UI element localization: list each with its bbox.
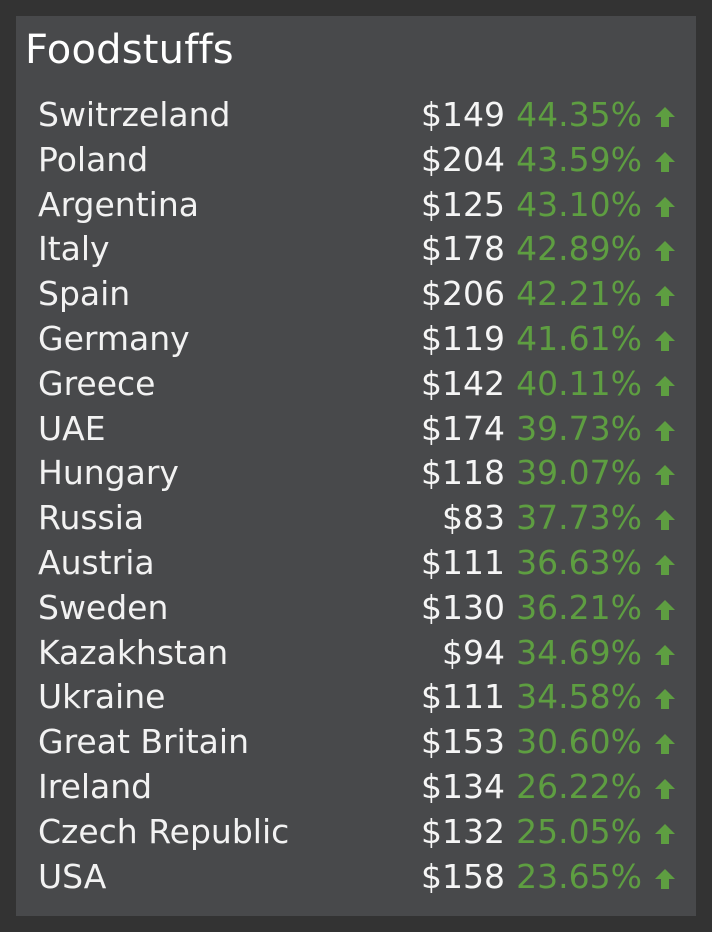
price-value: $142	[421, 363, 505, 403]
country-name: USA	[38, 856, 107, 896]
country-name: Switrzeland	[38, 95, 231, 134]
change-percent: 23.65%	[516, 856, 642, 896]
change-percent: 39.73%	[516, 408, 642, 448]
country-name: Sweden	[38, 587, 169, 627]
price-value: $153	[421, 722, 505, 762]
list-item: Russia $83 37.73%	[16, 496, 696, 541]
arrow-up-icon	[654, 330, 676, 352]
country-name: UAE	[38, 408, 106, 448]
price-value: $94	[442, 632, 505, 672]
arrow-up-icon	[654, 599, 676, 621]
country-name: Spain	[38, 274, 131, 314]
price-list: Switrzeland $149 44.35% Poland $204 43.5…	[16, 93, 696, 899]
country-name: Ukraine	[38, 677, 166, 717]
country-name: Kazakhstan	[38, 632, 229, 672]
change-percent: 43.10%	[516, 184, 642, 224]
list-item: Hungary $118 39.07%	[16, 451, 696, 496]
price-value: $149	[421, 95, 505, 134]
list-item: Ireland $134 26.22%	[16, 765, 696, 810]
price-value: $174	[421, 408, 505, 448]
price-value: $119	[421, 318, 505, 358]
price-value: $125	[421, 184, 505, 224]
list-item: Austria $111 36.63%	[16, 541, 696, 586]
list-item: Great Britain $153 30.60%	[16, 720, 696, 765]
list-item: Ukraine $111 34.58%	[16, 675, 696, 720]
list-item: UAE $174 39.73%	[16, 407, 696, 452]
country-name: Greece	[38, 363, 156, 403]
arrow-up-icon	[654, 688, 676, 710]
change-percent: 41.61%	[516, 318, 642, 358]
change-percent: 42.89%	[516, 229, 642, 269]
price-value: $178	[421, 229, 505, 269]
change-percent: 42.21%	[516, 274, 642, 314]
change-percent: 26.22%	[516, 766, 642, 806]
arrow-up-icon	[654, 644, 676, 666]
price-value: $206	[421, 274, 505, 314]
price-value: $111	[421, 542, 505, 582]
list-item: Kazakhstan $94 34.69%	[16, 631, 696, 676]
country-name: Italy	[38, 229, 110, 269]
foodstuffs-panel: Foodstuffs Switrzeland $149 44.35% Polan…	[16, 16, 696, 916]
price-value: $204	[421, 139, 505, 179]
price-value: $130	[421, 587, 505, 627]
arrow-up-icon	[654, 106, 676, 128]
change-percent: 40.11%	[516, 363, 642, 403]
country-name: Hungary	[38, 453, 179, 493]
country-name: Ireland	[38, 766, 153, 806]
change-percent: 25.05%	[516, 811, 642, 851]
change-percent: 34.58%	[516, 677, 642, 717]
arrow-up-icon	[654, 868, 676, 890]
arrow-up-icon	[654, 733, 676, 755]
arrow-up-icon	[654, 554, 676, 576]
arrow-up-icon	[654, 375, 676, 397]
price-value: $83	[442, 498, 505, 538]
list-item: Germany $119 41.61%	[16, 317, 696, 362]
panel-title: Foodstuffs	[25, 27, 234, 73]
list-item: Greece $142 40.11%	[16, 362, 696, 407]
country-name: Poland	[38, 139, 149, 179]
list-item: Poland $204 43.59%	[16, 138, 696, 183]
change-percent: 34.69%	[516, 632, 642, 672]
list-item: Spain $206 42.21%	[16, 272, 696, 317]
change-percent: 36.21%	[516, 587, 642, 627]
arrow-up-icon	[654, 196, 676, 218]
country-name: Russia	[38, 498, 145, 538]
change-percent: 43.59%	[516, 139, 642, 179]
change-percent: 37.73%	[516, 498, 642, 538]
country-name: Germany	[38, 318, 190, 358]
arrow-up-icon	[654, 509, 676, 531]
change-percent: 30.60%	[516, 722, 642, 762]
arrow-up-icon	[654, 823, 676, 845]
change-percent: 39.07%	[516, 453, 642, 493]
arrow-up-icon	[654, 240, 676, 262]
country-name: Great Britain	[38, 722, 249, 762]
list-item: Czech Republic $132 25.05%	[16, 810, 696, 855]
country-name: Czech Republic	[38, 811, 290, 851]
list-item: Sweden $130 36.21%	[16, 586, 696, 631]
price-value: $118	[421, 453, 505, 493]
list-item: Italy $178 42.89%	[16, 227, 696, 272]
arrow-up-icon	[654, 778, 676, 800]
arrow-up-icon	[654, 420, 676, 442]
country-name: Austria	[38, 542, 155, 582]
country-name: Argentina	[38, 184, 199, 224]
price-value: $111	[421, 677, 505, 717]
list-item: USA $158 23.65%	[16, 855, 696, 900]
change-percent: 44.35%	[516, 95, 642, 134]
change-percent: 36.63%	[516, 542, 642, 582]
price-value: $158	[421, 856, 505, 896]
list-item: Argentina $125 43.10%	[16, 183, 696, 228]
price-value: $132	[421, 811, 505, 851]
arrow-up-icon	[654, 285, 676, 307]
price-value: $134	[421, 766, 505, 806]
arrow-up-icon	[654, 151, 676, 173]
list-item: Switrzeland $149 44.35%	[16, 93, 696, 138]
arrow-up-icon	[654, 464, 676, 486]
